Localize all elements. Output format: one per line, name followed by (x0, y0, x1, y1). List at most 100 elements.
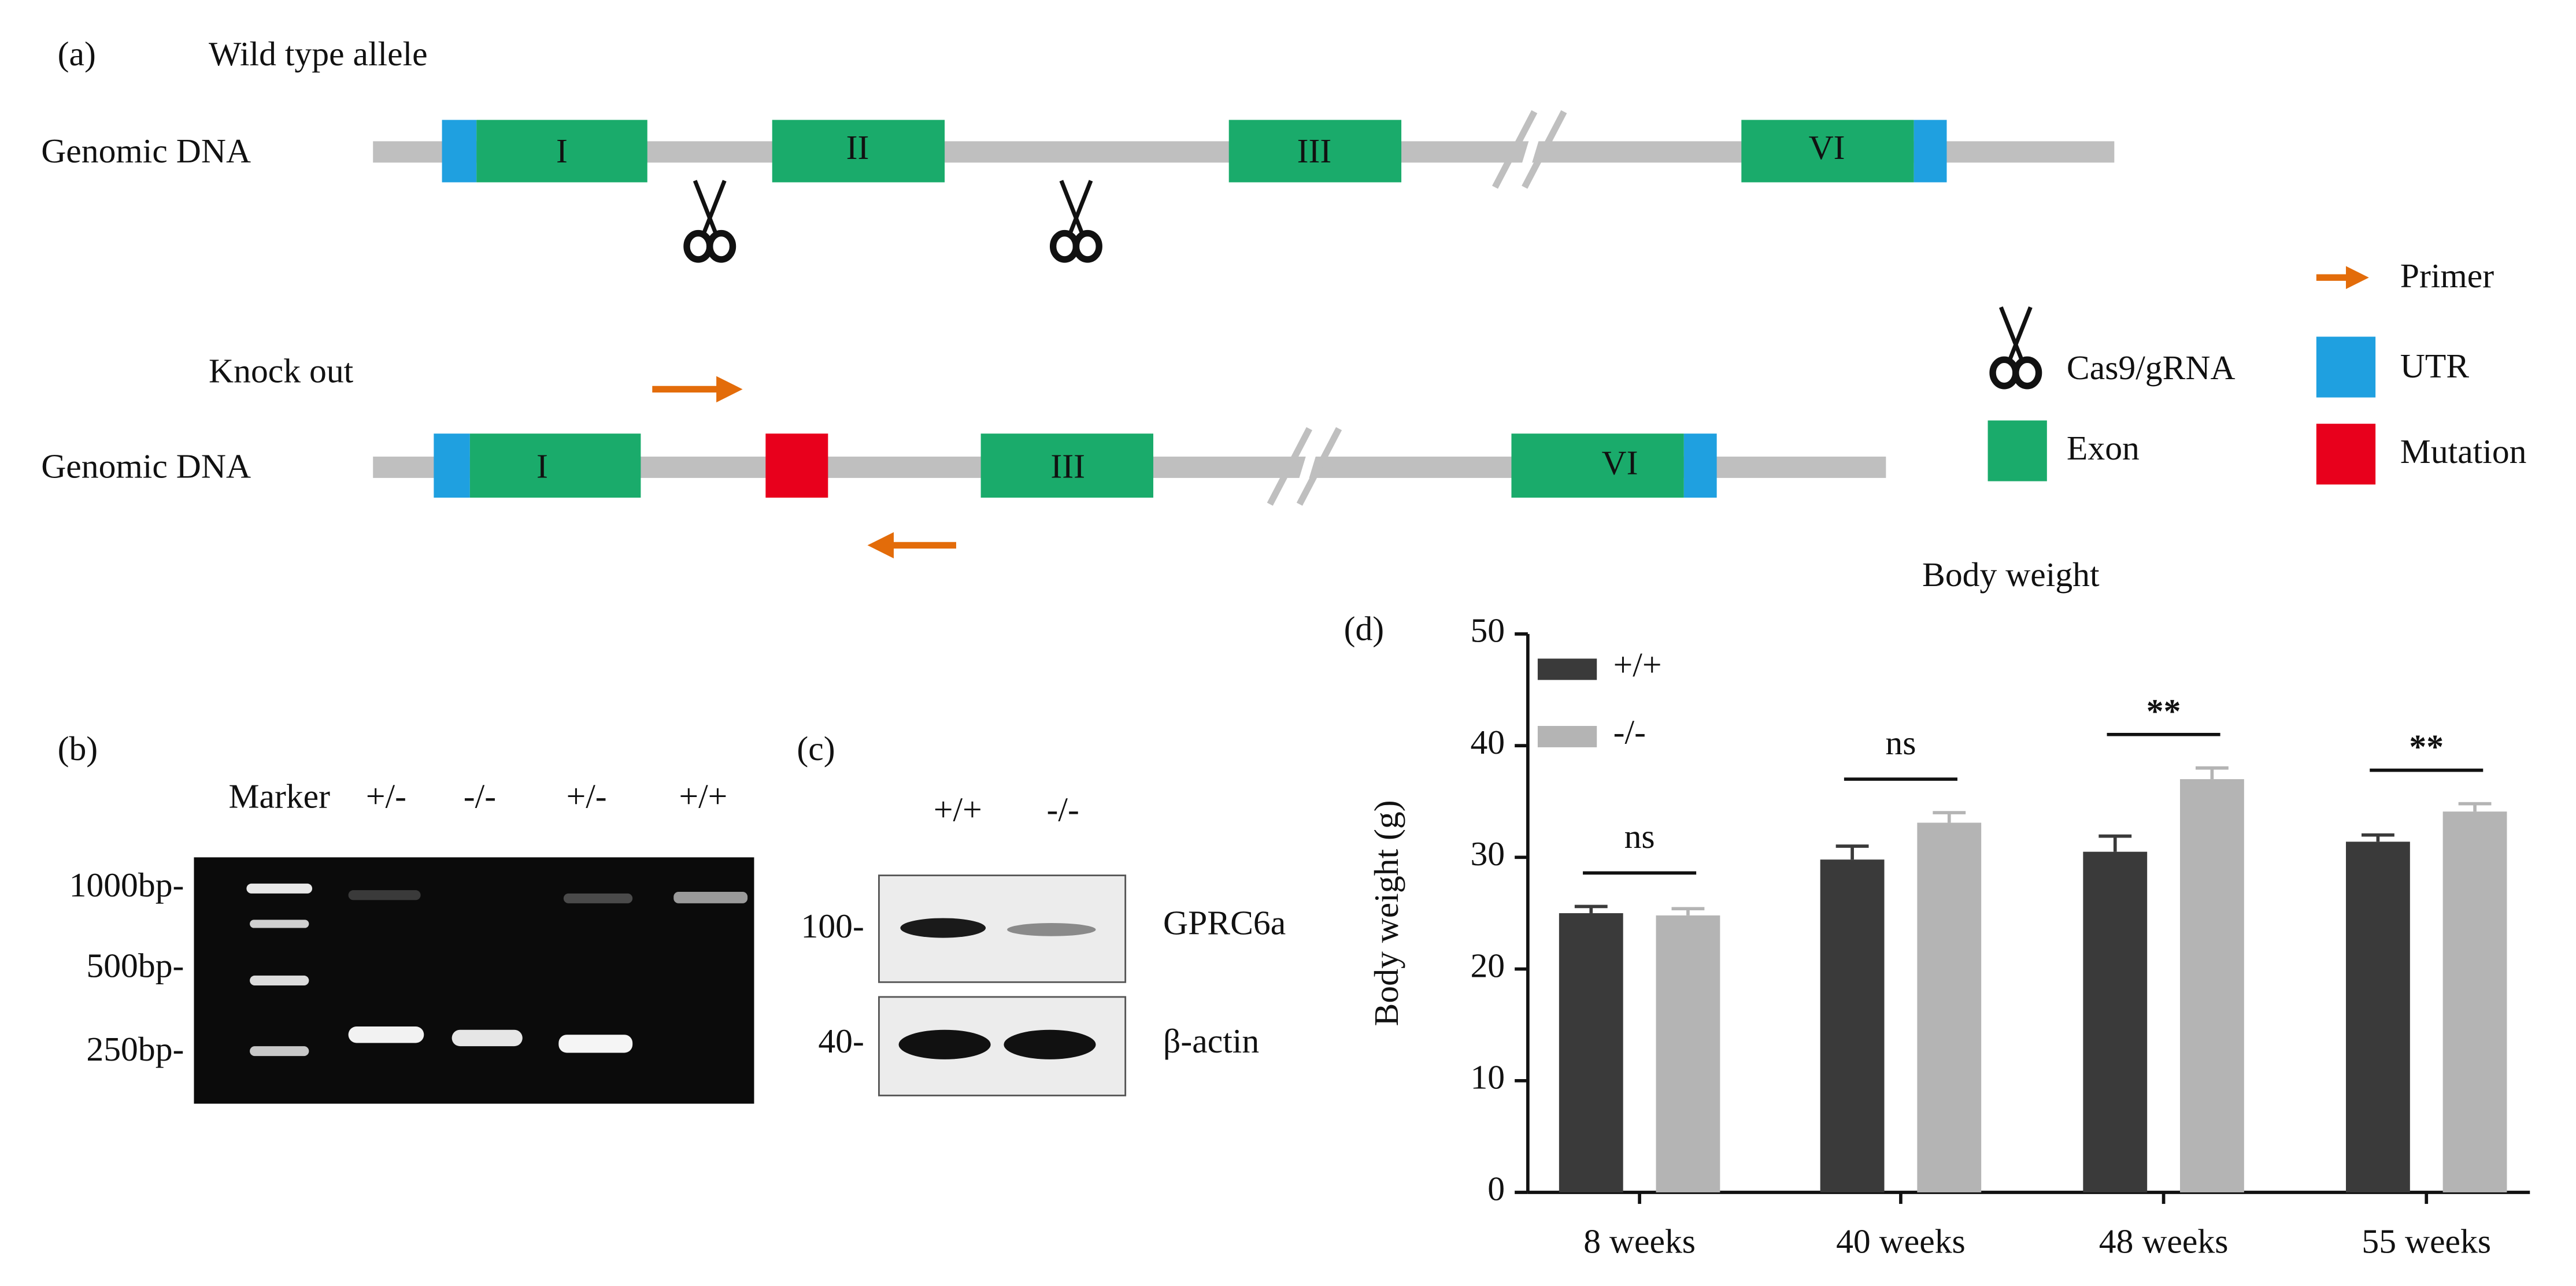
y-tick-label: 30 (1470, 835, 1505, 873)
scissors-part (1059, 180, 1085, 236)
legend-arrow-head (2346, 266, 2369, 290)
exon-label: I (556, 132, 568, 170)
y-tick-label: 0 (1487, 1170, 1505, 1208)
mutation (765, 433, 828, 498)
x-tick-label: 55 weeks (2362, 1222, 2491, 1261)
protein-label: β-actin (1163, 1022, 1259, 1060)
bar (1559, 913, 1623, 1193)
exon-label: II (846, 128, 869, 166)
lane-label: -/- (464, 777, 496, 816)
scissors-part (1989, 356, 2019, 390)
gel-band (250, 920, 309, 928)
scissors-part (701, 180, 727, 236)
utr (442, 120, 477, 183)
exon-label: III (1297, 132, 1332, 170)
legend-swatch (1987, 420, 2047, 481)
exon (980, 433, 1153, 498)
row-label: Genomic DNA (41, 132, 251, 170)
x-tick-label: 40 weeks (1836, 1222, 1966, 1261)
exon (772, 120, 945, 183)
protein-label: GPRC6a (1163, 903, 1286, 942)
scissors-part (2007, 306, 2033, 362)
mw-label: 40- (818, 1022, 864, 1060)
bar (1656, 915, 1720, 1193)
panel-label: (d) (1344, 610, 1385, 648)
exon (469, 433, 641, 498)
legend-swatch (1537, 726, 1597, 747)
gel-band (250, 975, 309, 985)
scissors-part (1998, 306, 2024, 362)
scissors-part (706, 229, 736, 263)
primer-arrow-head (867, 532, 894, 559)
significance-label: ns (1624, 817, 1655, 855)
break-mark (1492, 110, 1538, 189)
utr (1683, 433, 1717, 498)
row-title: Knock out (209, 352, 354, 390)
significance-label: ns (1885, 724, 1916, 762)
size-label: 250bp- (86, 1030, 184, 1068)
panel-a: (a) Wild type allele Genomic DNA I II II… (41, 35, 2527, 559)
bar (2442, 811, 2507, 1193)
panel-label: (c) (797, 729, 835, 768)
exon (1511, 433, 1684, 498)
size-label: 500bp- (86, 946, 184, 984)
break-mark (1522, 110, 1567, 189)
bar (2346, 842, 2410, 1193)
lane-label: +/+ (679, 777, 727, 816)
panel-label: (a) (58, 35, 96, 73)
break-gap (1291, 428, 1324, 505)
break-gap (1515, 112, 1548, 187)
scissors-part (2012, 356, 2042, 390)
significance-label: ** (2146, 692, 2181, 730)
panel-d: (d) Body weight Body weight (g) 0 10 20 30 4… (1344, 555, 2530, 1261)
exon-label: III (1050, 447, 1085, 485)
gel-band (673, 892, 748, 903)
scissors-icon (1989, 306, 2042, 390)
legend-swatch (1537, 658, 1597, 680)
chart-title: Body weight (1922, 555, 2100, 594)
y-axis-label: Body weight (g) (1367, 800, 1405, 1026)
lane-label: Marker (228, 777, 330, 816)
exon (1741, 120, 1914, 183)
y-tick-label: 20 (1470, 946, 1505, 984)
bar (1917, 822, 1982, 1193)
legend-label: -/- (1613, 713, 1646, 751)
gel-band (563, 893, 633, 903)
lane-label: -/- (1047, 790, 1079, 828)
blot-band (1007, 922, 1096, 936)
exon (1228, 120, 1402, 183)
mw-label: 100- (801, 907, 864, 945)
bar (2180, 779, 2244, 1193)
break-mark (1267, 427, 1312, 506)
exon-label: VI (1809, 128, 1845, 166)
blot-band (1004, 1029, 1096, 1059)
break-mark (1296, 427, 1342, 506)
lane-label: +/- (366, 777, 406, 816)
bar (1820, 859, 1885, 1193)
y-tick-label: 40 (1470, 723, 1505, 761)
legend-label: UTR (2400, 347, 2470, 385)
scissors-part (693, 180, 719, 236)
scissors-part (1049, 229, 1080, 263)
gel-band (558, 1035, 633, 1053)
primer-arrow-head (716, 376, 743, 403)
legend-label: Exon (2067, 429, 2140, 467)
y-tick-label: 10 (1470, 1058, 1505, 1096)
x-tick-label: 8 weeks (1583, 1222, 1696, 1261)
size-label: 1000bp- (69, 866, 184, 904)
lane-label: +/+ (934, 790, 982, 828)
utr (434, 433, 470, 498)
exon (476, 120, 647, 183)
scissors-part (683, 229, 713, 263)
row-label: Genomic DNA (41, 447, 251, 485)
gel-band (348, 1026, 424, 1043)
exon-label: VI (1602, 444, 1638, 482)
row-title: Wild type allele (209, 35, 428, 73)
legend-swatch (2316, 336, 2376, 398)
lane-label: +/- (567, 777, 607, 816)
gel-band (348, 890, 421, 900)
x-tick-label: 48 weeks (2099, 1222, 2229, 1261)
legend-swatch (2316, 424, 2376, 485)
scissors-part (1067, 180, 1093, 236)
